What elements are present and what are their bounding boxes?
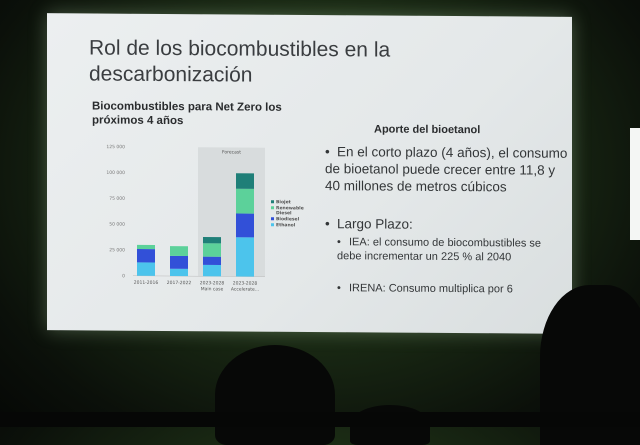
chart-title: Biocombustibles para Net Zero los próxim… [92,99,282,128]
x-tick-label: Main case [201,286,224,292]
forecast-label: Forecast [222,149,241,155]
bar-segment-ethanol [203,264,221,277]
bullet-text: En el corto plazo (4 años), el consumo d… [325,144,568,195]
bullet-icon: • [337,236,341,249]
bullet-text: IRENA: Consumo multiplica por 6 [349,282,513,296]
bar-segment-biodiesel [137,248,155,263]
legend-label: Renewable [276,205,304,211]
slide-title: Rol de los biocombustibles en la descarb… [89,35,390,89]
y-tick-label: 100 000 [106,170,125,176]
stacked-bar-chart: Forecast 0 25 000 50 000 75 000 100 000 125 00… [106,144,304,293]
bar-segment-renewable-diesel [170,246,188,257]
x-tick-label: 2023-2028 [233,280,258,286]
right-heading: Aporte del bioetanol [374,123,481,137]
bar-segment-biodiesel [203,256,221,266]
presentation-slide: Rol de los biocombustibles en la descarb… [47,13,572,334]
y-tick-label: 50 000 [109,222,125,228]
bullet-text: Largo Plazo: [337,216,413,232]
x-tick-label: 2011-2016 [134,280,159,286]
bar-segment-renewable-diesel [203,243,221,257]
legend-label: Ethanol [276,222,296,228]
bar-segment-ethanol [170,268,188,277]
legend-swatch [271,200,274,204]
sub-bullet-item: • IRENA: Consumo multiplica por 6 [337,281,513,296]
legend-swatch [271,206,274,210]
bright-light [630,128,640,240]
y-tick-label: 75 000 [109,196,125,202]
bullet-icon: • [337,282,341,295]
bar-segment-ethanol [236,237,254,277]
audience-head [215,345,335,445]
bullet-text: IEA: el consumo de biocombustibles se de… [337,236,541,264]
legend-label: Diesel [276,210,292,216]
legend-label: Biojet [276,199,292,205]
bar-segment-ethanol [137,262,155,276]
sub-bullet-item: • IEA: el consumo de biocombustibles se d… [337,235,547,264]
legend-swatch [271,217,274,221]
x-tick-label: 2023-2028 [200,280,225,286]
x-tick-label: Accelerate... [231,286,259,292]
legend-swatch [271,223,274,227]
audience-row [0,412,640,427]
legend-label: Biodiesel [276,216,300,222]
bar-segment-biojet [236,173,254,189]
bar-segment-biodiesel [170,255,188,269]
bullet-item: • Largo Plazo: [325,215,413,233]
bullet-item: • En el corto plazo (4 años), el consumo … [325,143,570,196]
slide-title-line: descarbonización [89,62,253,87]
bar-segment-biodiesel [236,213,254,238]
y-tick-label: 25 000 [109,247,125,253]
chart-title-line: próximos 4 años [92,114,184,128]
chart-title-line: Biocombustibles para Net Zero los [92,100,282,114]
y-tick-label: 0 [122,273,125,279]
bullet-icon: • [325,216,330,232]
bullet-icon: • [325,144,330,160]
slide-title-line: Rol de los biocombustibles en la [89,36,391,62]
bar-segment-renewable-diesel [137,244,155,250]
y-tick-label: 125 000 [106,144,125,150]
bar-segment-biojet [203,237,221,244]
x-tick-label: 2017-2022 [167,280,192,286]
bar-segment-renewable-diesel [236,188,254,214]
